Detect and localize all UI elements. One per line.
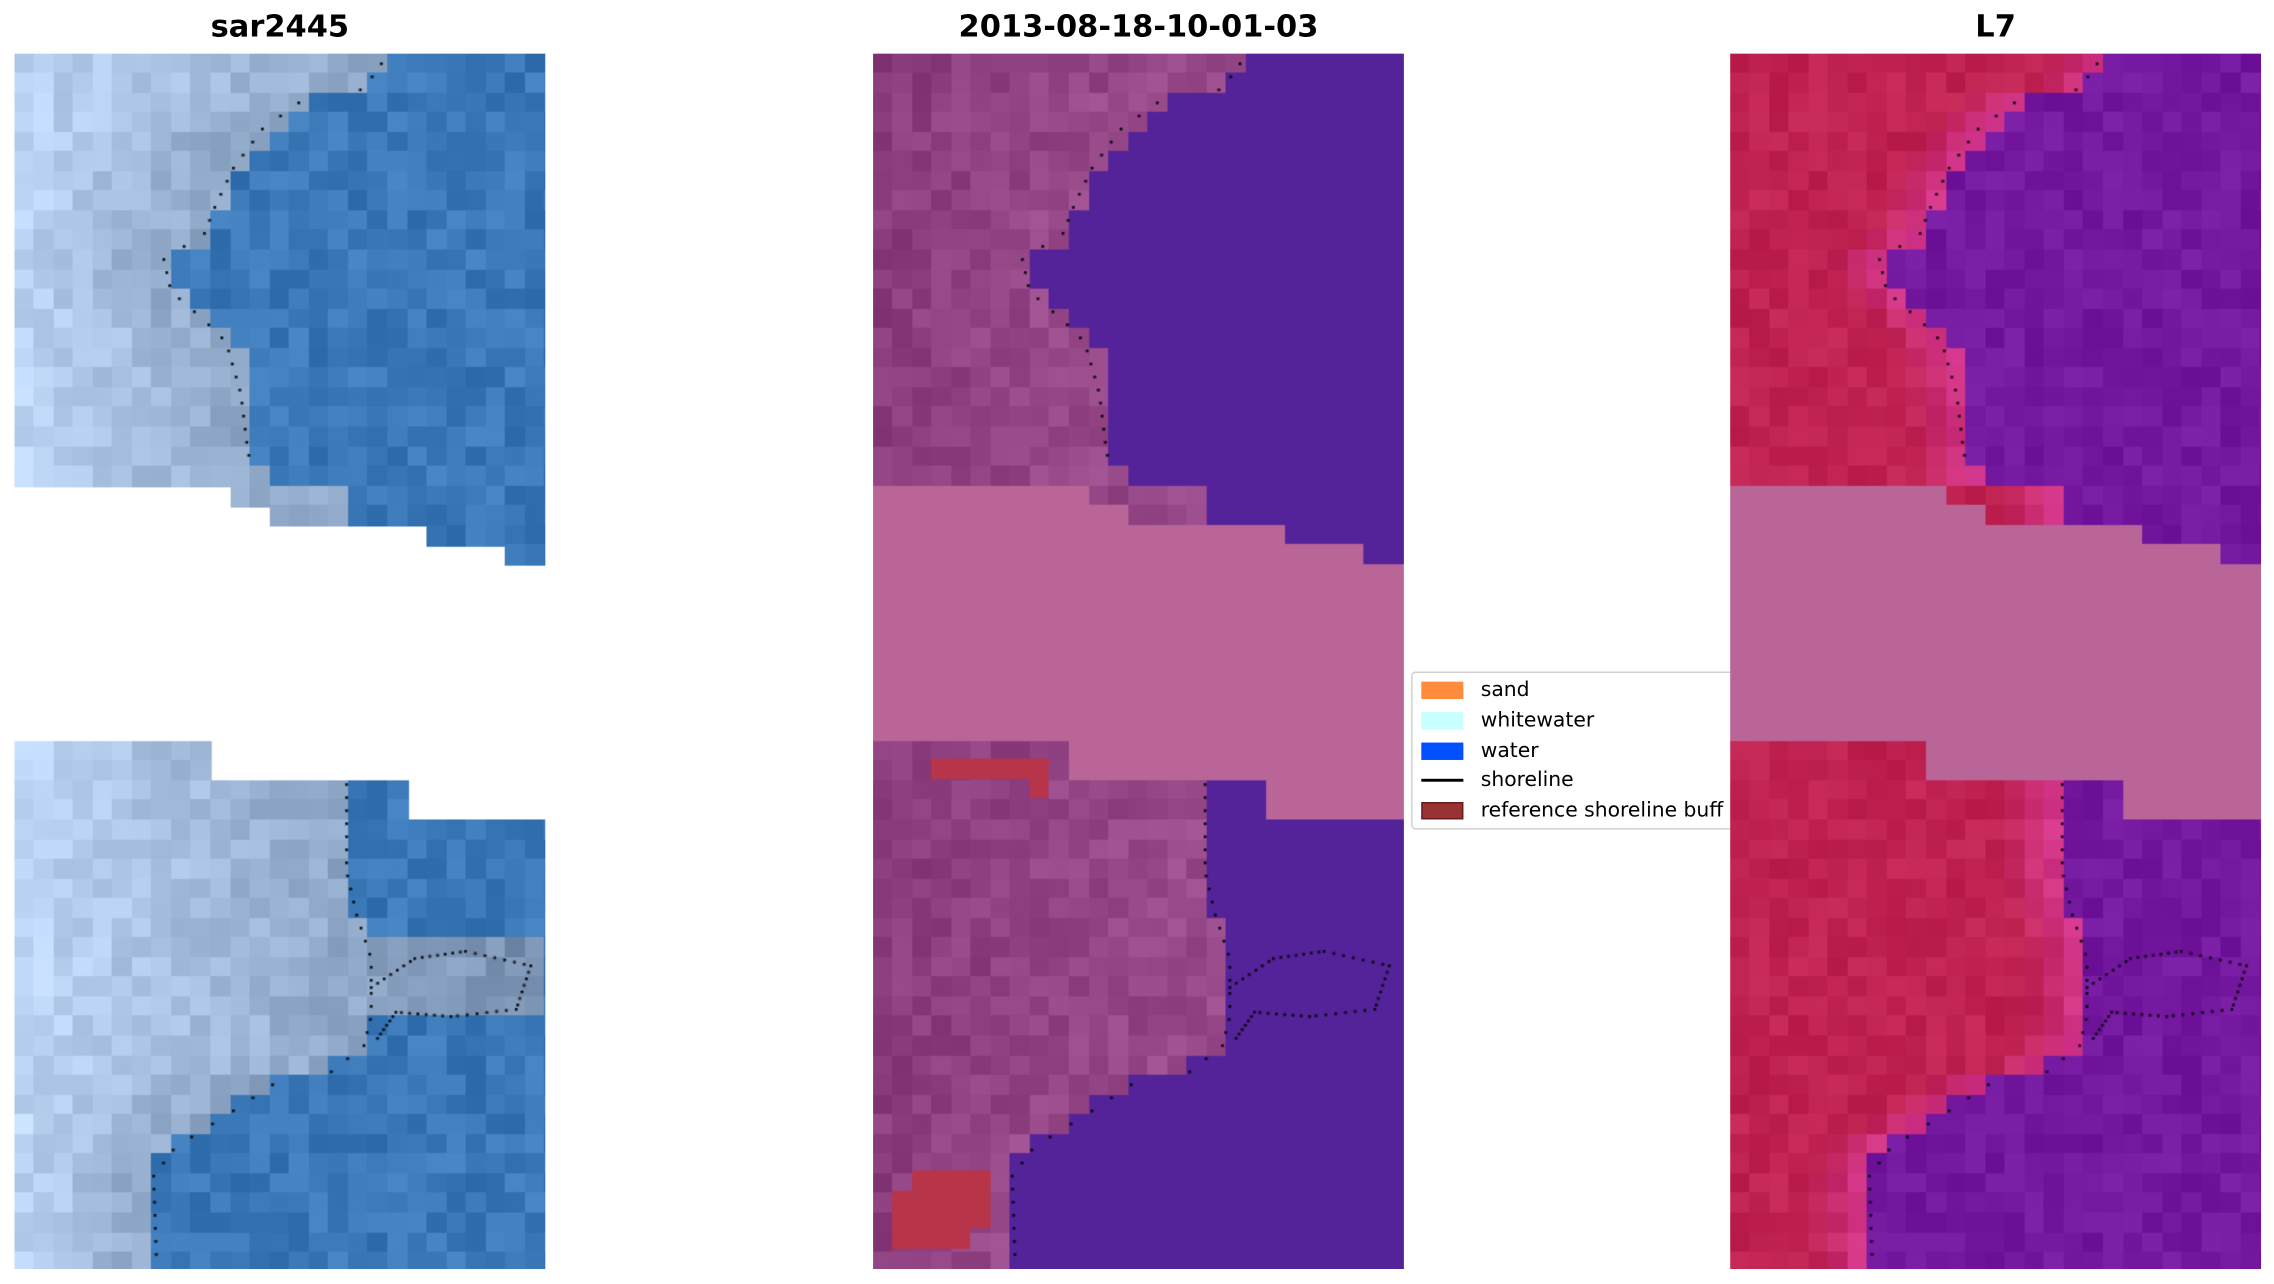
index-image-panel xyxy=(1730,53,2262,1270)
panel-title-sar: sar2445 xyxy=(210,8,350,44)
legend-item-shoreline: shoreline xyxy=(1421,767,1574,793)
legend-label: water xyxy=(1480,739,1539,763)
buffer-swatch xyxy=(1421,802,1464,820)
legend-label: shoreline xyxy=(1480,768,1574,792)
panel-title-date: 2013-08-18-10-01-03 xyxy=(958,8,1319,44)
water-swatch xyxy=(1421,742,1464,760)
legend-label: sand xyxy=(1480,678,1530,702)
legend-item-whitewater: whitewater xyxy=(1421,708,1594,734)
whitewater-swatch xyxy=(1421,712,1464,730)
legend-item-reference-buffer: reference shoreline buff xyxy=(1421,798,1723,824)
legend-item-water: water xyxy=(1421,738,1539,764)
legend: sand whitewater water shoreline referenc… xyxy=(1411,671,1761,830)
legend-label: whitewater xyxy=(1480,709,1595,733)
sand-swatch xyxy=(1421,681,1464,700)
legend-item-sand: sand xyxy=(1421,677,1530,703)
classified-image-panel xyxy=(873,53,1404,1270)
rgb-image-panel xyxy=(14,53,546,1270)
legend-label: reference shoreline buff xyxy=(1480,799,1724,823)
panel-title-l7: L7 xyxy=(1975,8,2016,44)
shoreline-line-swatch xyxy=(1421,778,1464,782)
